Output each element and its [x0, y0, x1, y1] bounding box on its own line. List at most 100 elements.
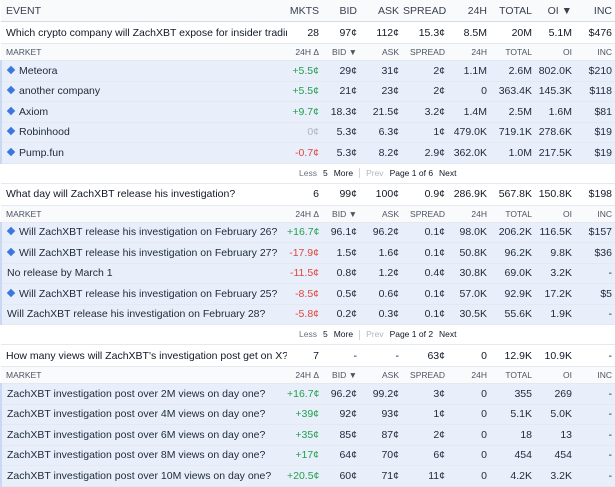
prev-button[interactable]: Prev — [366, 329, 384, 340]
less-button[interactable]: Less — [299, 329, 317, 340]
market-column-header[interactable]: OI — [536, 366, 576, 384]
market-name-cell[interactable]: ZachXBT investigation post over 6M views… — [0, 424, 287, 446]
next-button[interactable]: Next — [439, 167, 457, 178]
market-name-cell[interactable]: another company — [0, 81, 287, 102]
market-name-cell[interactable]: Will ZachXBT release his investigation o… — [0, 304, 287, 325]
market-column-header[interactable]: TOTAL — [491, 366, 536, 384]
event-title[interactable]: How many views will ZachXBT's investigat… — [1, 344, 287, 367]
market-name-cell[interactable]: ZachXBT investigation post over 4M views… — [0, 404, 287, 425]
market-name-cell[interactable]: ZachXBT investigation post over 10M view… — [0, 465, 287, 487]
pager-row: Less 5 More Prev Page 1 of 2 Next — [1, 324, 615, 345]
market-cell: 30.5K — [449, 304, 491, 325]
market-column-header[interactable]: BID ▼ — [323, 366, 361, 384]
market-column-header[interactable]: BID ▼ — [323, 43, 361, 61]
market-cell: 0.1¢ — [403, 283, 449, 305]
market-column-header[interactable]: ASK — [361, 205, 403, 223]
column-header[interactable]: SPREAD — [403, 0, 449, 22]
column-header[interactable]: ASK — [361, 0, 403, 22]
event-cell: 112¢ — [361, 21, 403, 44]
market-column-header[interactable]: MARKET — [1, 43, 287, 61]
event-cell: 6 — [287, 183, 323, 206]
market-cell: 355 — [491, 383, 536, 405]
column-header[interactable]: 24H — [449, 0, 491, 22]
price-change: +39¢ — [287, 404, 323, 425]
market-name-cell[interactable]: Axiom — [0, 101, 287, 123]
market-column-header[interactable]: TOTAL — [491, 43, 536, 61]
column-header[interactable]: TOTAL — [491, 0, 536, 22]
market-cell: 2.9¢ — [403, 142, 449, 164]
market-cell: 0 — [449, 404, 491, 425]
market-cell: 362.0K — [449, 142, 491, 164]
event-title[interactable]: What day will ZachXBT release his invest… — [1, 183, 287, 206]
market-name: Pump.fun — [19, 146, 64, 159]
market-cell: 0.1¢ — [403, 222, 449, 243]
price-change: -8.5¢ — [287, 283, 323, 305]
price-change: -0.7¢ — [287, 142, 323, 164]
market-column-header[interactable]: 24H Δ — [287, 43, 323, 61]
market-column-header[interactable]: TOTAL — [491, 205, 536, 223]
less-button[interactable]: Less — [299, 167, 317, 178]
market-name-cell[interactable]: Will ZachXBT release his investigation o… — [0, 222, 287, 243]
market-name-cell[interactable]: ZachXBT investigation post over 2M views… — [0, 383, 287, 405]
market-column-header[interactable]: MARKET — [1, 366, 287, 384]
market-name-cell[interactable]: Will ZachXBT release his investigation o… — [0, 242, 287, 264]
market-column-header[interactable]: 24H — [449, 366, 491, 384]
market-column-header[interactable]: ASK — [361, 43, 403, 61]
market-column-header[interactable]: INC — [576, 366, 615, 384]
market-name-cell[interactable]: No release by March 1 — [0, 263, 287, 284]
market-name-cell[interactable]: Will ZachXBT release his investigation o… — [0, 283, 287, 305]
market-name: Robinhood — [19, 126, 70, 139]
column-header[interactable]: MKTS — [287, 0, 323, 22]
market-column-header[interactable]: MARKET — [1, 205, 287, 223]
market-column-header[interactable]: SPREAD — [403, 366, 449, 384]
market-cell: 2.5M — [491, 101, 536, 123]
market-column-header[interactable]: ASK — [361, 366, 403, 384]
market-name: Will ZachXBT release his investigation o… — [19, 246, 278, 259]
market-name-cell[interactable]: Meteora — [0, 60, 287, 82]
market-cell: 85¢ — [323, 424, 361, 446]
market-row: ZachXBT investigation post over 2M views… — [0, 383, 615, 405]
market-column-header[interactable]: 24H Δ — [287, 205, 323, 223]
event-cell: 8.5M — [449, 21, 491, 44]
market-column-header[interactable]: SPREAD — [403, 43, 449, 61]
market-cell: 1.6M — [536, 101, 576, 123]
market-column-header[interactable]: 24H — [449, 205, 491, 223]
market-name-cell[interactable]: ZachXBT investigation post over 8M views… — [0, 445, 287, 466]
column-header[interactable]: BID — [323, 0, 361, 22]
market-cell: $36 — [576, 242, 615, 264]
market-cell: 92¢ — [323, 404, 361, 425]
market-column-header[interactable]: OI — [536, 43, 576, 61]
market-cell: 6¢ — [403, 445, 449, 466]
market-cell: 0.8¢ — [323, 263, 361, 284]
market-name-cell[interactable]: Pump.fun — [0, 142, 287, 164]
price-change: 0¢ — [287, 122, 323, 143]
market-column-header[interactable]: 24H Δ — [287, 366, 323, 384]
event-cell: 12.9K — [491, 344, 536, 367]
market-name-cell[interactable]: Robinhood — [0, 122, 287, 143]
market-name: No release by March 1 — [7, 267, 113, 280]
price-change: +16.7¢ — [287, 222, 323, 243]
page-indicator: Page 1 of 2 — [389, 329, 434, 340]
market-column-header[interactable]: INC — [576, 205, 615, 223]
market-column-header[interactable]: SPREAD — [403, 205, 449, 223]
market-column-header[interactable]: BID ▼ — [323, 205, 361, 223]
market-column-header[interactable]: INC — [576, 43, 615, 61]
prev-button[interactable]: Prev — [366, 167, 384, 178]
market-column-header[interactable]: 24H — [449, 43, 491, 61]
market-header-row: MARKET 24H Δ BID ▼ ASK SPREAD 24H TOTAL OI INC — [1, 43, 615, 61]
column-header[interactable]: OI ▼ — [536, 0, 576, 22]
column-header[interactable]: INC — [576, 0, 615, 22]
market-cell: - — [576, 424, 615, 446]
next-button[interactable]: Next — [439, 329, 457, 340]
market-name: ZachXBT investigation post over 6M views… — [7, 428, 266, 441]
event-cell: 0 — [449, 344, 491, 367]
event-cell: - — [323, 344, 361, 367]
market-cell: 98.0K — [449, 222, 491, 243]
column-header[interactable]: EVENT — [1, 0, 287, 22]
event-title[interactable]: Which crypto company will ZachXBT expose… — [1, 21, 287, 44]
more-button[interactable]: More — [333, 329, 354, 340]
more-button[interactable]: More — [333, 167, 354, 178]
market-column-header[interactable]: OI — [536, 205, 576, 223]
market-icon — [6, 247, 16, 256]
